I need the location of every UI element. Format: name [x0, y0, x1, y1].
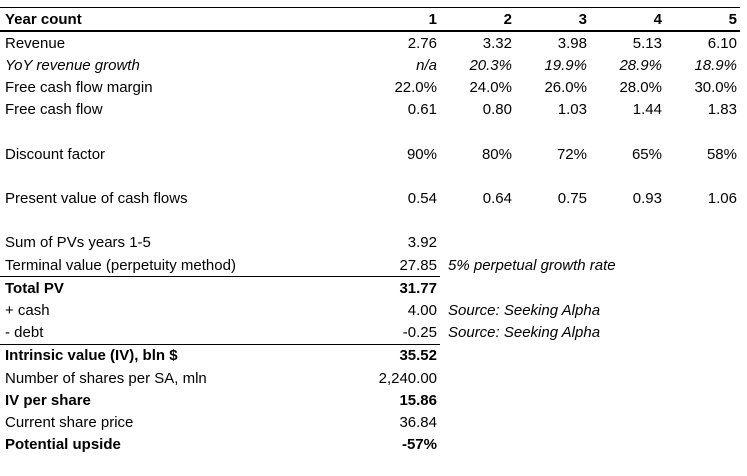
row-label: Current share price	[5, 413, 134, 431]
cell: 1.44	[632, 101, 662, 119]
source-note: Source: Seeking Alpha	[448, 324, 601, 342]
cell: 0.61	[407, 101, 437, 119]
cell: -0.25	[365, 321, 440, 345]
cell: 0.75	[557, 190, 587, 208]
cell: 2,240.00	[378, 369, 437, 387]
row-label: Present value of cash flows	[5, 190, 188, 208]
row-iv-per-share: IV per share 15.86	[0, 389, 740, 411]
row-fcf: Free cash flow 0.61 0.80 1.03 1.44 1.83	[0, 99, 740, 121]
row-label: IV per share	[5, 391, 91, 409]
row-current-share-price: Current share price 36.84	[0, 411, 740, 433]
cell: 80%	[481, 145, 512, 163]
header-year-4: 4	[590, 7, 665, 33]
cell: 15.86	[399, 391, 437, 409]
cell: 28.0%	[619, 79, 662, 97]
cell: 3.98	[557, 34, 587, 52]
empty-cell	[440, 389, 740, 411]
spacer-row	[0, 121, 740, 143]
spacer	[0, 121, 740, 143]
cell: 58%	[706, 145, 737, 163]
row-label: - debt	[0, 321, 365, 345]
cell: 20.3%	[469, 56, 512, 74]
row-label: Terminal value (perpetuity method)	[0, 254, 365, 278]
dcf-table: Year count 1 2 3 4 5 Revenue 2.76 3.32 3…	[0, 7, 740, 456]
header-year-3: 3	[515, 7, 590, 33]
cell: 65%	[631, 145, 662, 163]
empty-cell	[440, 232, 740, 254]
row-potential-upside: Potential upside -57%	[0, 434, 740, 456]
row-label: Total PV	[5, 279, 64, 297]
cell: 22.0%	[394, 79, 437, 97]
source-note: Source: Seeking Alpha	[448, 302, 601, 320]
row-label: + cash	[5, 302, 50, 320]
row-label: Intrinsic value (IV), bln $	[5, 347, 178, 365]
cell: n/a	[416, 56, 437, 74]
cell: 19.9%	[544, 56, 587, 74]
row-terminal-value: Terminal value (perpetuity method) 27.85…	[0, 254, 740, 278]
cell: 6.10	[707, 34, 737, 52]
row-debt: - debt -0.25 Source: Seeking Alpha	[0, 321, 740, 345]
header-year-2: 2	[440, 7, 515, 33]
row-label: Free cash flow margin	[5, 79, 153, 97]
cell: 18.9%	[694, 56, 737, 74]
annotation-note: 5% perpetual growth rate	[448, 256, 616, 274]
row-label: Sum of PVs years 1-5	[5, 234, 151, 252]
cell: 4.00	[407, 302, 437, 320]
cell: 1.83	[707, 101, 737, 119]
row-label: YoY revenue growth	[5, 56, 140, 74]
cell: 0.54	[407, 190, 437, 208]
cell: 27.85	[365, 254, 440, 278]
empty-cell	[440, 434, 740, 456]
empty-cell	[440, 344, 740, 367]
cell: 2.76	[407, 34, 437, 52]
cell: 24.0%	[469, 79, 512, 97]
cell: 31.77	[399, 279, 437, 297]
cell: 35.52	[399, 347, 437, 365]
header-row: Year count 1 2 3 4 5	[0, 7, 740, 33]
cell: 1.06	[707, 190, 737, 208]
empty-cell	[440, 367, 740, 389]
row-sum-pvs: Sum of PVs years 1-5 3.92	[0, 232, 740, 254]
spacer-row	[0, 165, 740, 187]
empty-cell	[440, 411, 740, 433]
row-discount-factor: Discount factor 90% 80% 72% 65% 58%	[0, 143, 740, 165]
row-label: Revenue	[5, 34, 66, 52]
cell: 5.13	[632, 34, 662, 52]
header-year-5: 5	[665, 7, 740, 33]
row-label: Discount factor	[5, 145, 106, 163]
cell: 3.32	[482, 34, 512, 52]
cell: 30.0%	[694, 79, 737, 97]
cell: 72%	[556, 145, 587, 163]
row-label: Number of shares per SA, mln	[5, 369, 207, 387]
row-revenue: Revenue 2.76 3.32 3.98 5.13 6.10	[0, 31, 740, 54]
row-fcf-margin: Free cash flow margin 22.0% 24.0% 26.0% …	[0, 77, 740, 99]
row-label: Potential upside	[5, 436, 121, 454]
row-intrinsic-value: Intrinsic value (IV), bln $ 35.52	[0, 344, 740, 367]
cell: 0.64	[482, 190, 512, 208]
cell: 0.93	[632, 190, 662, 208]
spacer	[0, 165, 740, 187]
spacer	[0, 210, 740, 232]
header-label: Year count	[0, 7, 365, 33]
cell: 28.9%	[619, 56, 662, 74]
cell: 36.84	[399, 413, 437, 431]
row-pv-cash-flows: Present value of cash flows 0.54 0.64 0.…	[0, 188, 740, 210]
cell: 90%	[406, 145, 437, 163]
empty-cell	[440, 277, 740, 300]
row-total-pv: Total PV 31.77	[0, 277, 740, 300]
cell: 3.92	[407, 234, 437, 252]
spacer-row	[0, 210, 740, 232]
cell: 0.80	[482, 101, 512, 119]
header-year-1: 1	[365, 7, 440, 33]
row-yoy-revenue-growth: YoY revenue growth n/a 20.3% 19.9% 28.9%…	[0, 54, 740, 76]
row-share-count: Number of shares per SA, mln 2,240.00	[0, 367, 740, 389]
row-cash: + cash 4.00 Source: Seeking Alpha	[0, 299, 740, 321]
row-label: Free cash flow	[5, 101, 103, 119]
cell: -57%	[401, 436, 437, 454]
cell: 26.0%	[544, 79, 587, 97]
cell: 1.03	[557, 101, 587, 119]
